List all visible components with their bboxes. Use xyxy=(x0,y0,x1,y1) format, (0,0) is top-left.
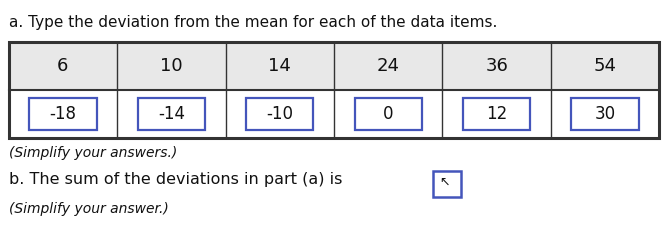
Bar xyxy=(246,98,313,130)
Text: 6: 6 xyxy=(57,57,68,75)
Text: (Simplify your answers.): (Simplify your answers.) xyxy=(9,146,177,160)
Bar xyxy=(138,98,205,130)
Text: ↖: ↖ xyxy=(440,176,450,189)
Bar xyxy=(9,91,658,137)
Bar xyxy=(463,98,530,130)
Bar xyxy=(354,98,422,130)
Text: a. Type the deviation from the mean for each of the data items.: a. Type the deviation from the mean for … xyxy=(9,15,497,30)
Text: -14: -14 xyxy=(158,105,185,123)
Bar xyxy=(433,171,461,197)
Text: -10: -10 xyxy=(266,105,293,123)
Text: 0: 0 xyxy=(383,105,393,123)
Text: 54: 54 xyxy=(594,57,617,75)
Text: -18: -18 xyxy=(50,105,76,123)
Text: 24: 24 xyxy=(376,57,400,75)
Bar xyxy=(9,43,658,89)
Bar xyxy=(9,42,660,138)
Text: (Simplify your answer.): (Simplify your answer.) xyxy=(9,202,168,216)
Text: 14: 14 xyxy=(268,57,291,75)
Text: 12: 12 xyxy=(486,105,507,123)
Bar xyxy=(30,98,97,130)
Text: b. The sum of the deviations in part (a) is: b. The sum of the deviations in part (a)… xyxy=(9,172,342,187)
Bar xyxy=(572,98,639,130)
Text: 36: 36 xyxy=(485,57,508,75)
Text: 30: 30 xyxy=(595,105,616,123)
Text: 10: 10 xyxy=(160,57,183,75)
